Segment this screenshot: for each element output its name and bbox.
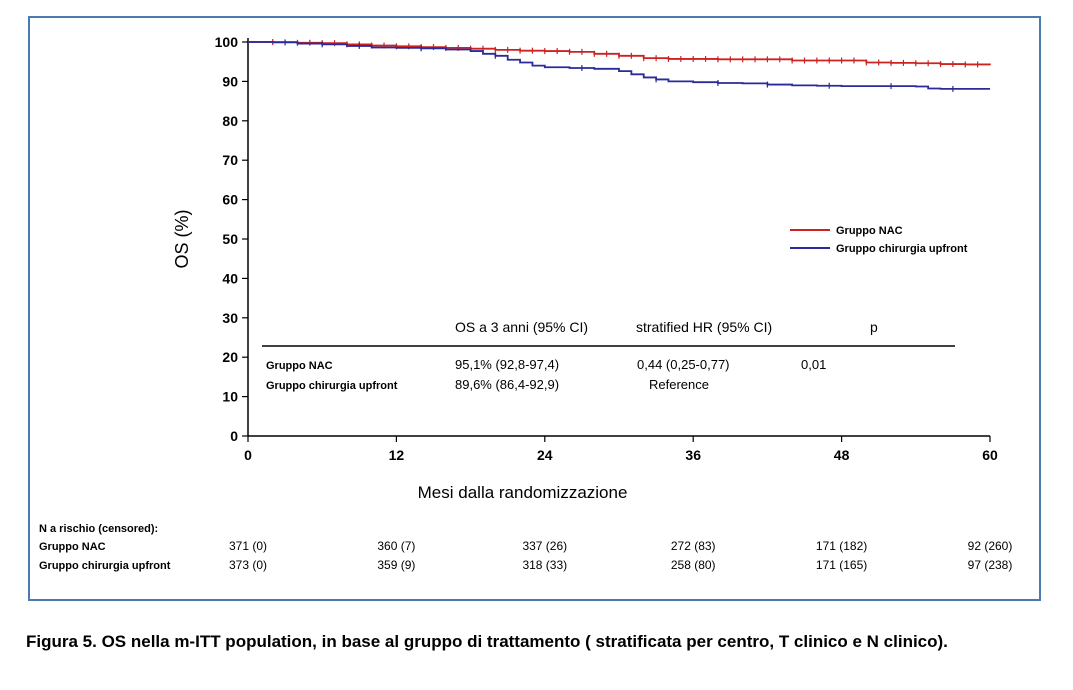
- risk-value: 97 (238): [968, 558, 1013, 572]
- risk-row-label: Gruppo NAC: [39, 541, 106, 553]
- risk-row-label: Gruppo chirurgia upfront: [39, 560, 171, 572]
- table-cell-p: 0,01: [801, 357, 826, 372]
- table-cell-os: 89,6% (86,4-92,9): [455, 377, 559, 392]
- risk-table-title: N a rischio (censored):: [39, 523, 158, 535]
- risk-value: 92 (260): [968, 539, 1013, 553]
- y-tick-label: 30: [222, 310, 238, 326]
- risk-value: 337 (26): [522, 539, 567, 553]
- y-tick-label: 100: [215, 34, 239, 50]
- y-tick-label: 80: [222, 113, 238, 129]
- y-tick-label: 20: [222, 349, 238, 365]
- table-row-label: Gruppo chirurgia upfront: [266, 380, 398, 392]
- x-tick-label: 36: [685, 447, 701, 463]
- x-axis-label: Mesi dalla randomizzazione: [418, 483, 628, 502]
- table-header-2: stratified HR (95% CI): [636, 319, 772, 335]
- x-tick-label: 24: [537, 447, 553, 463]
- risk-value: 371 (0): [229, 539, 267, 553]
- table-cell-hr: 0,44 (0,25-0,77): [637, 357, 730, 372]
- legend-label-1: Gruppo NAC: [836, 225, 903, 237]
- table-cell-os: 95,1% (92,8-97,4): [455, 357, 559, 372]
- figure-caption: Figura 5. OS nella m-ITT population, in …: [26, 632, 948, 651]
- y-tick-label: 40: [222, 270, 238, 286]
- figure-frame: 0 10 20 30 40 50 60 70 80 90 100 0 12 24 36 48 60 Mesi da…: [28, 16, 1041, 601]
- risk-value: 359 (9): [377, 558, 415, 572]
- y-tick-label: 10: [222, 389, 238, 405]
- y-tick-label: 50: [222, 231, 238, 247]
- series-line-2: [248, 41, 990, 90]
- y-tick-label: 90: [222, 73, 238, 89]
- table-row-label: Gruppo NAC: [266, 360, 333, 372]
- table-cell-hr: Reference: [649, 377, 709, 392]
- x-tick-label: 60: [982, 447, 998, 463]
- y-axis-label: OS (%): [172, 209, 192, 268]
- risk-value: 272 (83): [671, 539, 716, 553]
- risk-value: 171 (182): [816, 539, 867, 553]
- x-tick-label: 48: [834, 447, 850, 463]
- risk-value: 373 (0): [229, 558, 267, 572]
- y-tick-label: 70: [222, 152, 238, 168]
- table-header-3: p: [870, 319, 878, 335]
- x-tick-label: 0: [244, 447, 252, 463]
- risk-value: 258 (80): [671, 558, 716, 572]
- risk-value: 171 (165): [816, 558, 867, 572]
- y-tick-label: 60: [222, 192, 238, 208]
- y-tick-label: 0: [230, 428, 238, 444]
- table-header-1: OS a 3 anni (95% CI): [455, 319, 588, 335]
- risk-value: 360 (7): [377, 539, 415, 553]
- x-tick-label: 12: [389, 447, 405, 463]
- legend-label-2: Gruppo chirurgia upfront: [836, 243, 968, 255]
- survival-chart: 0 10 20 30 40 50 60 70 80 90 100 0 12 24 36 48 60 Mesi da…: [39, 34, 1013, 572]
- risk-value: 318 (33): [522, 558, 567, 572]
